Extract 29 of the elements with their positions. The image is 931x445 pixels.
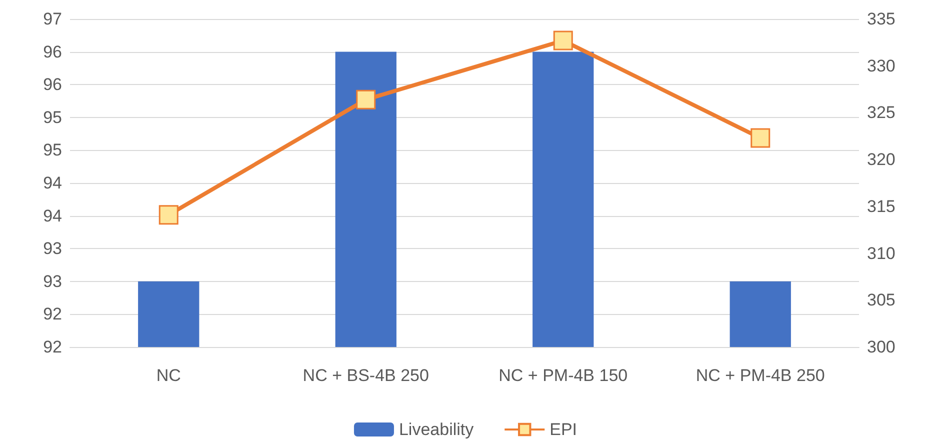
y2-tick-label: 305	[867, 290, 896, 310]
y-tick-label: 96	[43, 42, 62, 62]
y2-tick-label: 315	[867, 196, 896, 216]
x-tick-label: NC + PM-4B 250	[696, 366, 825, 385]
y-tick-label: 97	[43, 10, 62, 28]
y-tick-label: 96	[43, 75, 62, 94]
y2-tick-label: 335	[867, 10, 896, 28]
y2-tick-label: 310	[867, 244, 896, 263]
legend-label: Liveability	[398, 420, 474, 439]
y-tick-label: 92	[43, 338, 62, 356]
y-tick-label: 95	[43, 140, 62, 160]
y-tick-label: 93	[43, 272, 62, 291]
x-tick-label: NC + BS-4B 250	[302, 366, 429, 385]
y-tick-label: 95	[43, 108, 62, 127]
y-tick-label: 93	[43, 239, 62, 258]
point	[158, 205, 178, 225]
point	[750, 128, 770, 148]
y2-tick-label: 320	[867, 150, 896, 170]
y2-tick-label: 325	[867, 103, 896, 122]
y2-tick-label: 300	[867, 338, 896, 356]
y-tick-label: 92	[43, 304, 62, 324]
y-tick-label: 94	[43, 206, 62, 226]
x-tick-label: NC	[156, 366, 181, 385]
point	[356, 90, 376, 110]
y-tick-label: 94	[43, 174, 62, 192]
point	[553, 30, 573, 50]
x-tick-label: NC + PM-4B 150	[498, 366, 628, 385]
legend-label: EPI	[550, 420, 578, 439]
y2-tick-label: 330	[867, 56, 896, 76]
